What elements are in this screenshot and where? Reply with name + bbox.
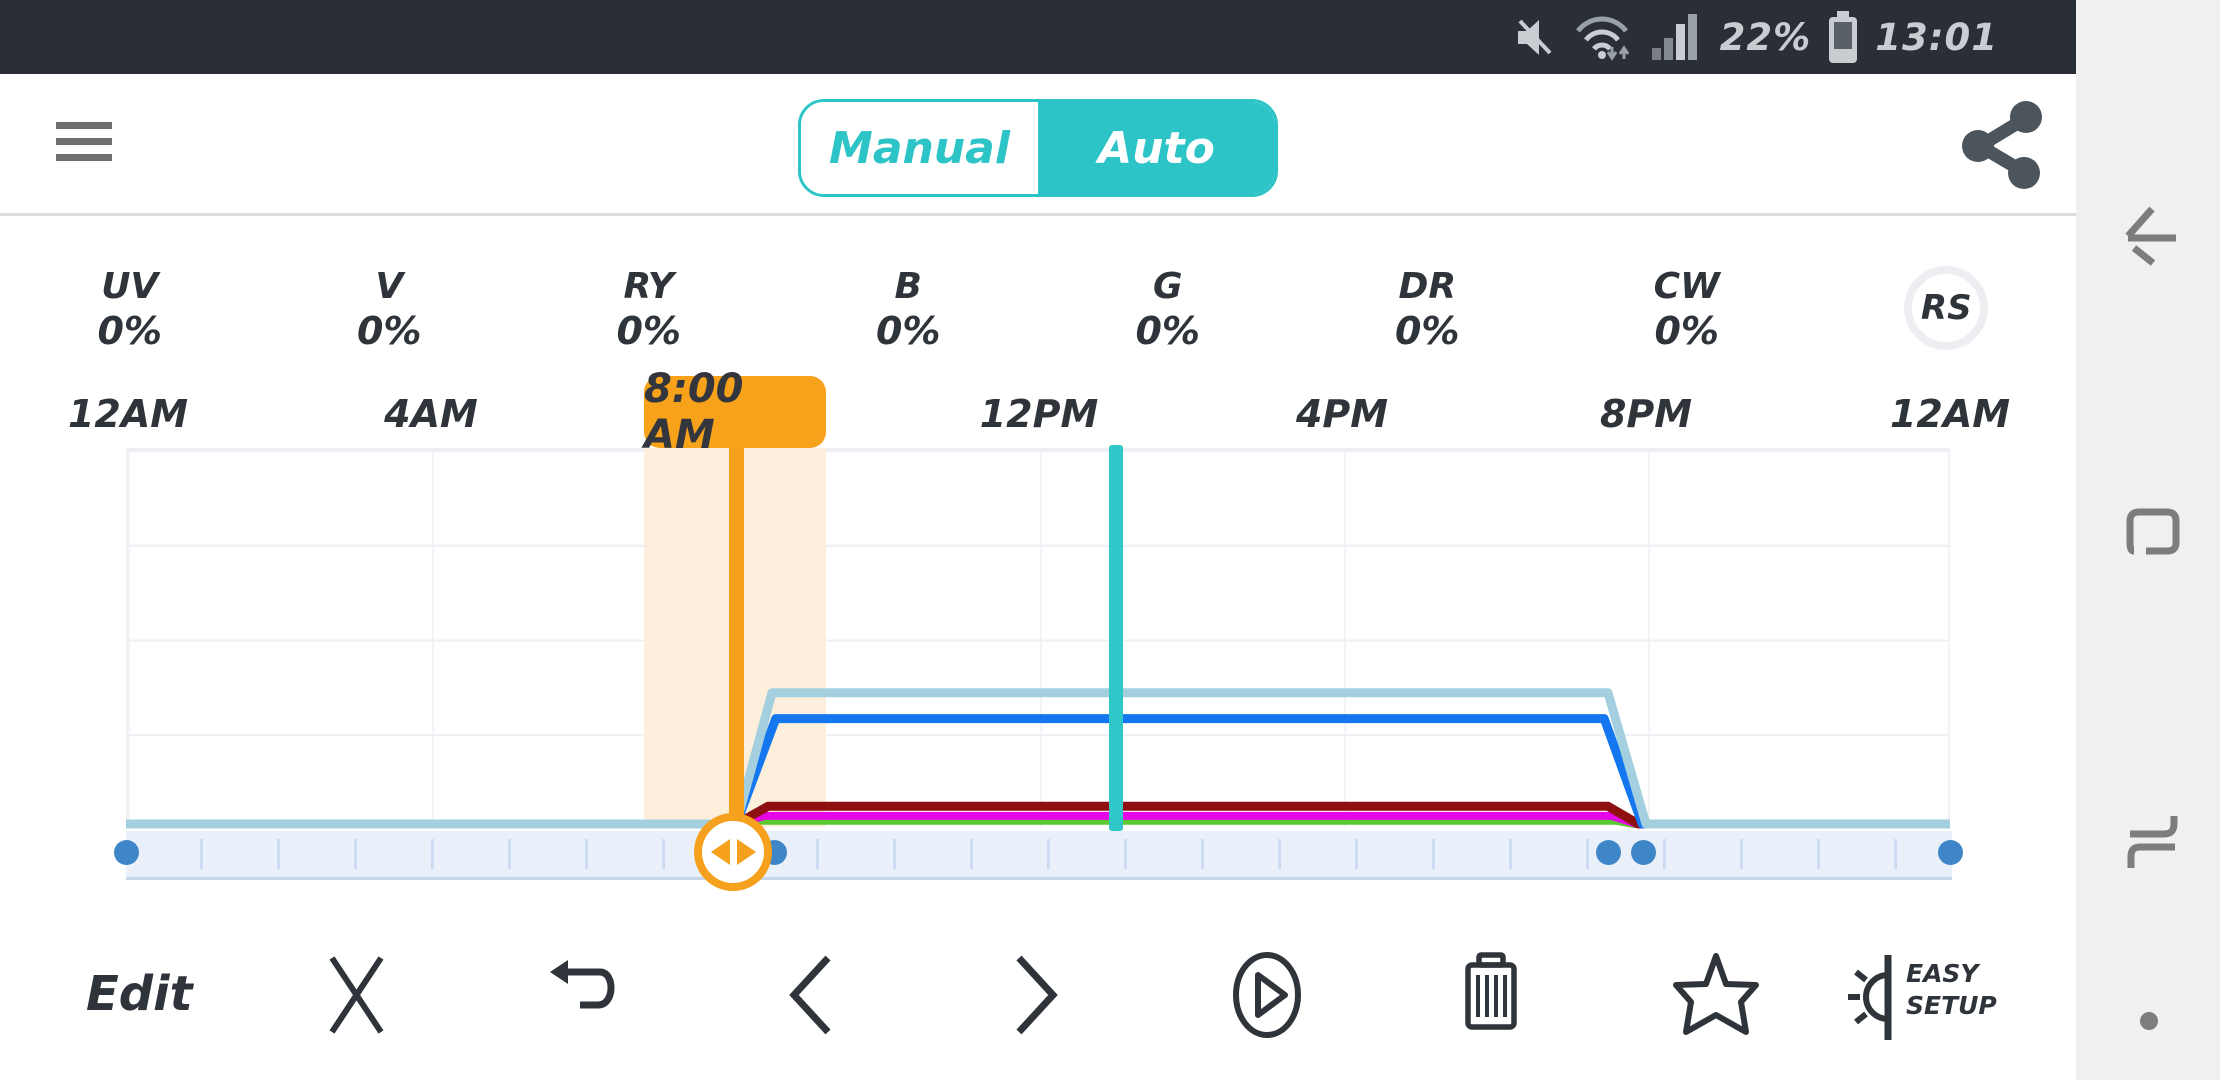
manual-tab[interactable]: Manual: [801, 102, 1038, 194]
clock: 13:01: [1875, 15, 1998, 59]
schedule-plot: [126, 448, 1950, 827]
delete-icon[interactable]: [1465, 952, 1517, 1030]
channel-dr: DR 0%: [1298, 266, 1558, 358]
channel-g: G 0%: [1038, 266, 1298, 358]
current-time-bar: [1108, 445, 1123, 831]
schedule-point-dot[interactable]: [1937, 840, 1963, 865]
nav-dot-icon[interactable]: [2140, 1012, 2158, 1030]
channel-label: G: [1152, 266, 1183, 307]
play-icon[interactable]: [1233, 952, 1301, 1038]
channel-v: V 0%: [260, 266, 520, 358]
channel-b: B 0%: [779, 266, 1039, 358]
back-icon[interactable]: [2125, 206, 2176, 266]
channel-ry: RY 0%: [519, 266, 779, 358]
channel-label: V: [375, 266, 404, 307]
android-nav-bar: [2076, 0, 2220, 1080]
rs-button[interactable]: RS: [1904, 266, 1989, 350]
channel-value: 0%: [1394, 309, 1460, 353]
edit-button[interactable]: Edit: [86, 966, 193, 1022]
easy-setup-label[interactable]: EASY SETUP: [1906, 959, 1997, 1020]
channel-label: B: [894, 266, 922, 307]
wifi-updown-icon: [1575, 16, 1629, 61]
channel-value: 0%: [356, 309, 422, 353]
battery-icon: [1829, 11, 1858, 63]
channel-cw: CW 0%: [1557, 266, 1817, 358]
schedule-curves: [126, 688, 1950, 829]
curve-cw: [126, 688, 1950, 829]
channel-value: 0%: [1654, 309, 1719, 353]
close-icon[interactable]: [329, 956, 384, 1034]
home-icon[interactable]: [2126, 508, 2180, 555]
battery-percent: 22%: [1719, 15, 1812, 59]
schedule-point-dot[interactable]: [1631, 840, 1657, 865]
recents-icon[interactable]: [2127, 816, 2178, 868]
channel-value: 0%: [1135, 309, 1200, 353]
next-icon[interactable]: [1016, 955, 1058, 1035]
channel-label: RY: [623, 266, 674, 307]
time-tick: 8PM: [1599, 392, 1693, 436]
time-slider-handle[interactable]: [694, 813, 772, 891]
menu-icon[interactable]: [56, 122, 112, 162]
status-bar: 22% 13:01: [0, 0, 2076, 74]
time-tick: 4PM: [1295, 392, 1389, 436]
signal-strength-icon: [1651, 14, 1697, 60]
previous-icon[interactable]: [789, 955, 831, 1035]
mode-toggle: Manual Auto: [798, 99, 1278, 197]
mute-icon: [1517, 19, 1552, 55]
auto-tab[interactable]: Auto: [1038, 102, 1275, 194]
channel-value: 0%: [875, 309, 941, 353]
selected-time-line: [729, 448, 744, 818]
channel-label: DR: [1398, 266, 1457, 307]
channel-value: 0%: [97, 309, 162, 353]
channel-label: UV: [101, 266, 159, 307]
selected-time-tag[interactable]: 8:00 AM: [644, 366, 826, 458]
channel-value-row: UV 0% V 0% RY 0% B 0% G 0% DR 0% CW 0% R…: [0, 266, 2076, 358]
favorite-icon[interactable]: [1673, 953, 1759, 1035]
handle-right-arrow-icon: [736, 839, 756, 865]
time-tick: 4AM: [384, 392, 478, 436]
undo-icon[interactable]: [550, 960, 615, 1009]
schedule-point-dot[interactable]: [113, 840, 139, 865]
handle-left-arrow-icon: [710, 839, 730, 865]
easy-setup-icon[interactable]: [1848, 955, 1892, 1040]
share-icon[interactable]: [1962, 100, 2046, 190]
channel-value: 0%: [616, 309, 681, 353]
time-tick: 12PM: [979, 392, 1099, 436]
time-tick: 12AM: [1889, 392, 2011, 436]
channel-rs: RS: [1817, 266, 2077, 358]
time-tick: 12AM: [67, 392, 189, 436]
channel-uv: UV 0%: [0, 266, 260, 358]
header-divider: [0, 213, 2076, 216]
time-slider-track[interactable]: [126, 831, 1952, 880]
channel-label: CW: [1653, 266, 1720, 307]
schedule-point-dot[interactable]: [1595, 840, 1621, 865]
